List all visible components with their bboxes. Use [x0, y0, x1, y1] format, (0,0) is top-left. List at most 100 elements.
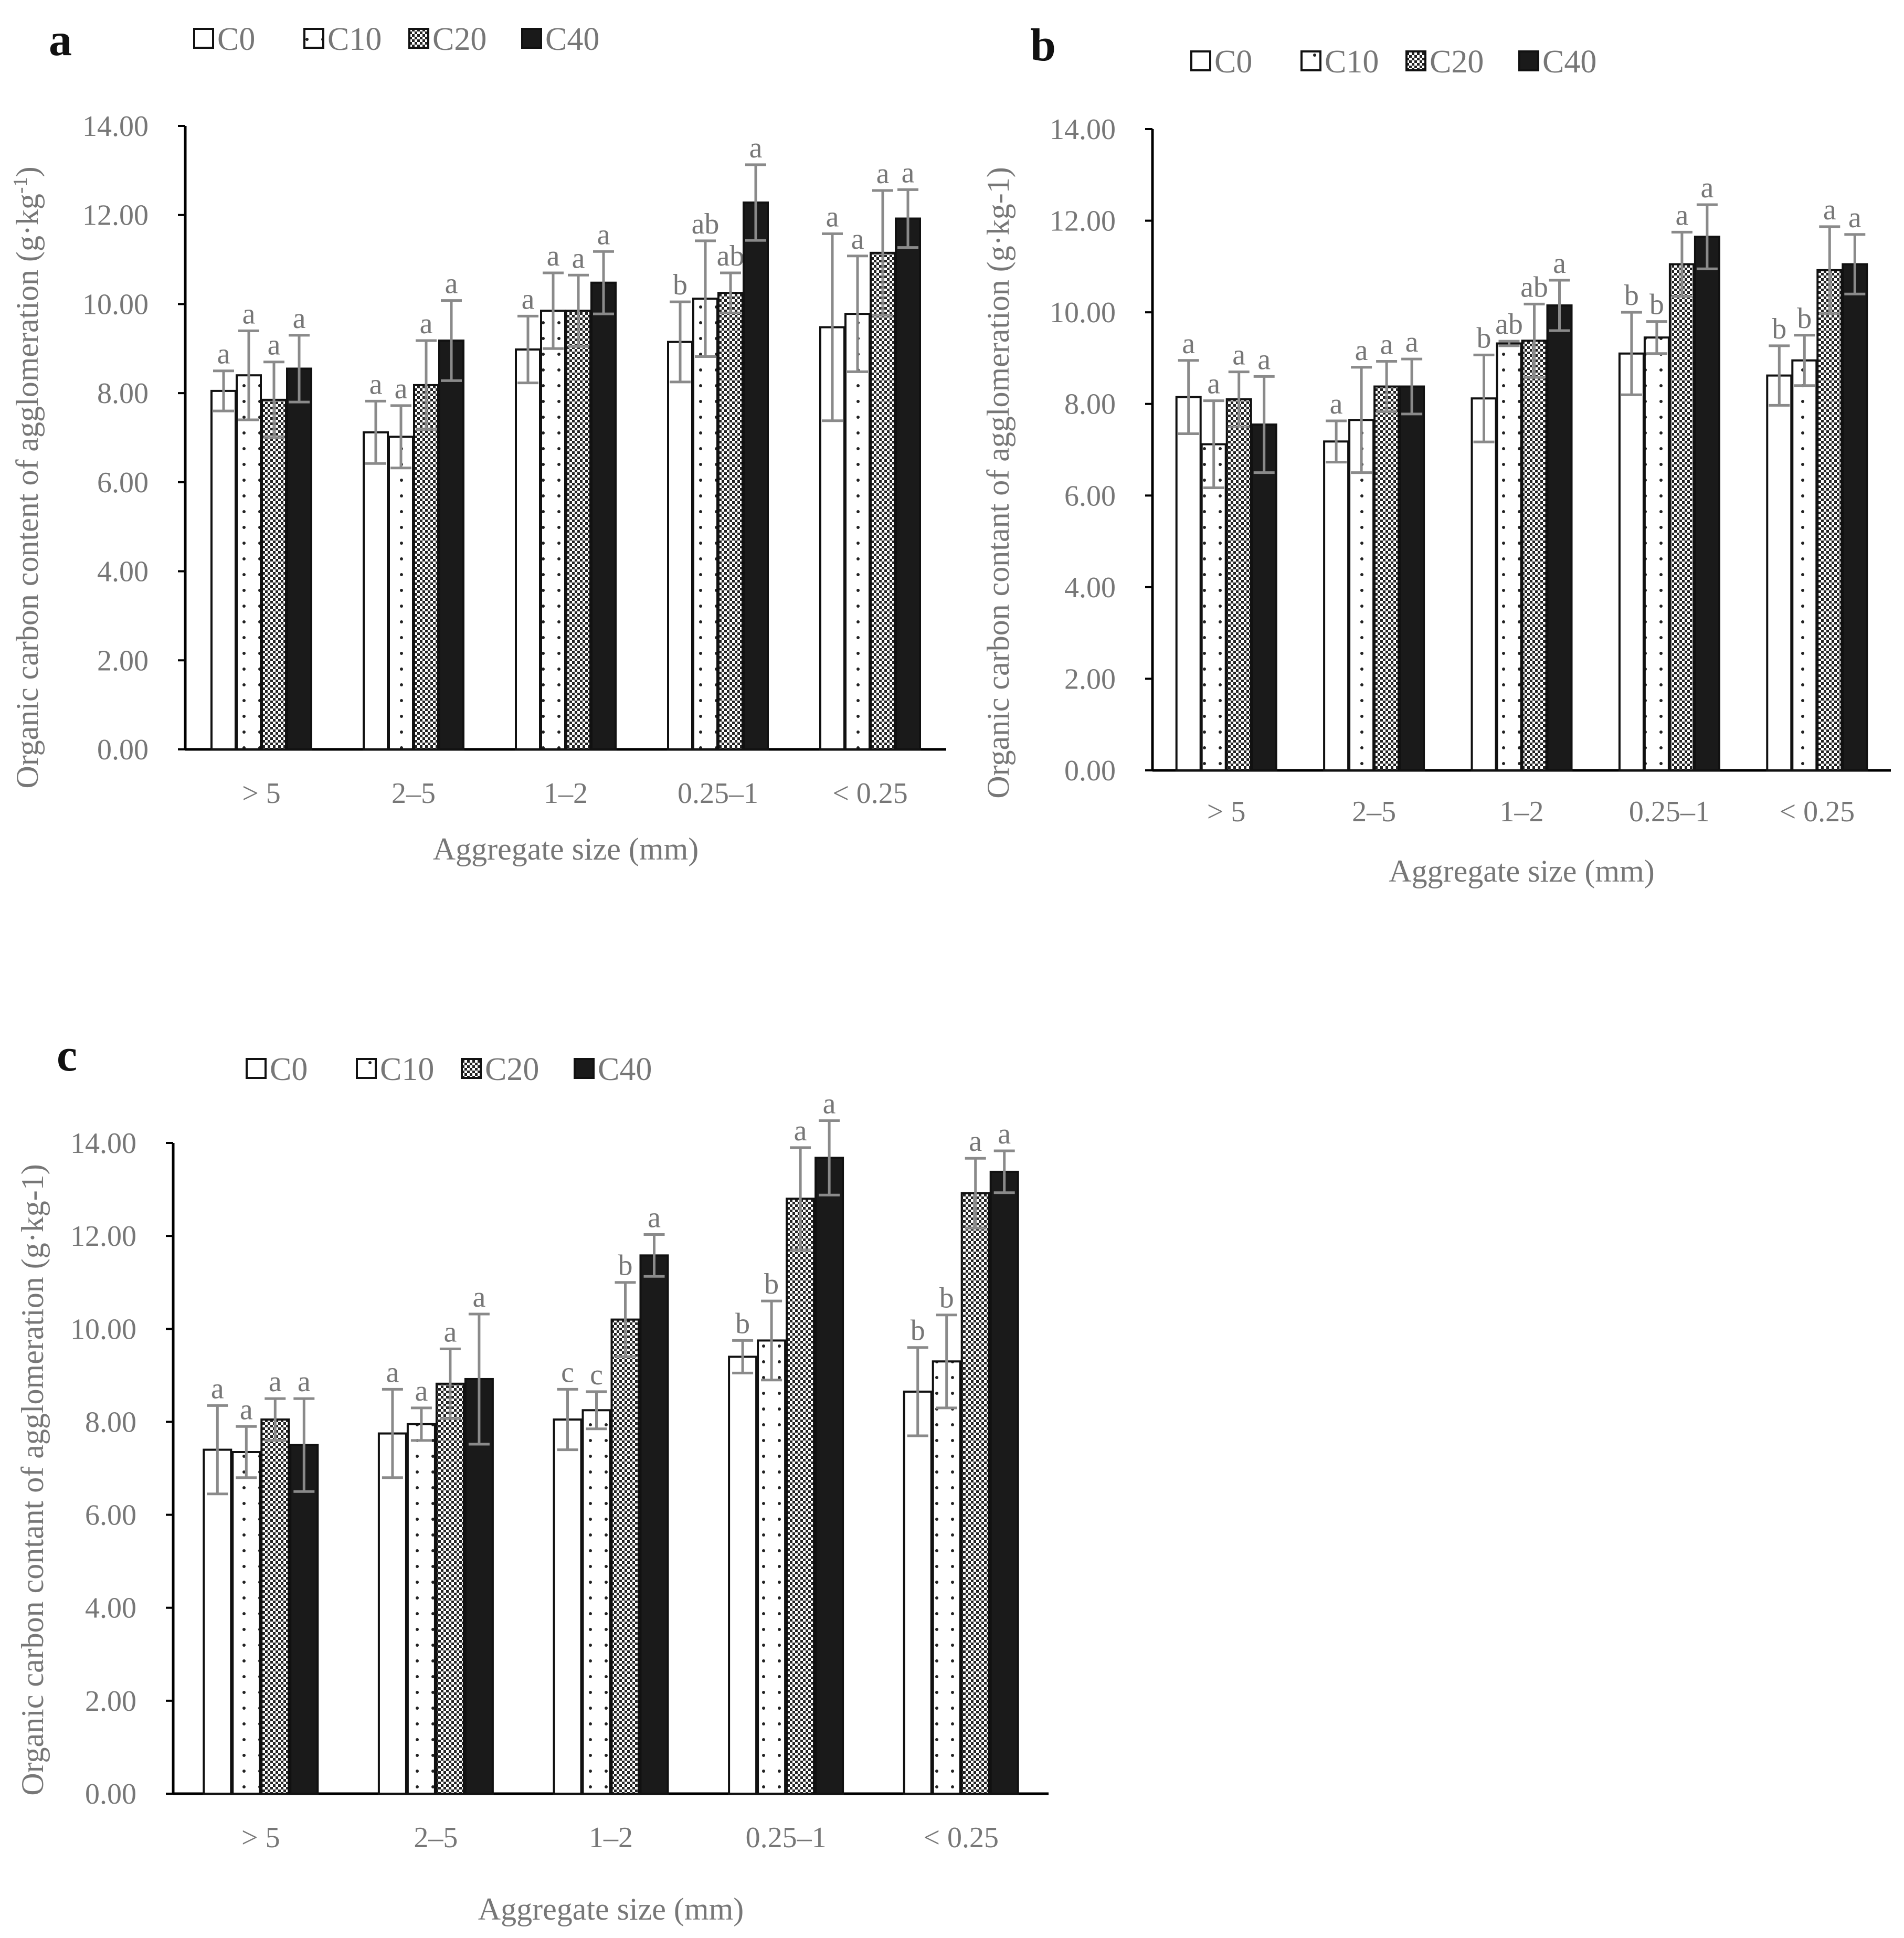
bar-c0 — [1471, 397, 1497, 771]
significance-letter: a — [293, 302, 306, 335]
significance-letter: a — [1207, 368, 1220, 400]
bar-c0 — [667, 341, 693, 750]
significance-letter: b — [1797, 302, 1812, 335]
significance-letter: b — [735, 1307, 750, 1340]
chart-panel-b: 0.00 2.00 4.00 6.00 8.00 10.00 12.00 14.00 > 5 2–… — [981, 44, 1891, 888]
bar-c20 — [1668, 263, 1695, 771]
significance-letter: a — [826, 200, 839, 233]
significance-letter: a — [240, 1393, 253, 1426]
significance-letter: b — [911, 1315, 925, 1347]
significance-letter: b — [1477, 322, 1492, 354]
y-tick-label: 14.00 — [70, 1127, 136, 1160]
y-tick-label: 6.00 — [1064, 480, 1116, 512]
bar-c0 — [1323, 440, 1350, 771]
y-tick-label: 6.00 — [85, 1499, 136, 1532]
y-tick-label: 10.00 — [1050, 296, 1116, 329]
legend-label-c10: C10 — [327, 22, 382, 57]
y-axis-title: Organic carbon contant of agglomeration … — [15, 1164, 50, 1795]
significance-letter: a — [369, 368, 383, 400]
significance-letter: a — [1355, 334, 1368, 367]
significance-letter: a — [395, 373, 408, 405]
bar-c10 — [236, 374, 262, 750]
bar-c10 — [388, 436, 414, 750]
bar-c40 — [590, 281, 617, 750]
bar-c20 — [960, 1192, 990, 1795]
bar-c20 — [565, 310, 591, 750]
y-tick-label: 10.00 — [70, 1313, 136, 1346]
bar-c20 — [870, 251, 896, 751]
x-tick-label: > 5 — [241, 1821, 280, 1854]
significance-letter: a — [547, 240, 560, 272]
significance-letter: a — [1330, 388, 1343, 420]
x-tick-label: 0.25–1 — [1629, 796, 1710, 828]
y-tick-label: 0.00 — [1064, 755, 1116, 787]
legend-label-c40: C40 — [1542, 44, 1596, 80]
bar-c20 — [786, 1198, 816, 1795]
legend-swatch-c0 — [246, 1058, 267, 1079]
bar-c40 — [1842, 263, 1868, 771]
legend-swatch-c0 — [193, 28, 214, 49]
significance-letter: a — [823, 1087, 836, 1120]
significance-letter: b — [618, 1249, 633, 1282]
bar-c20 — [717, 292, 744, 750]
significance-letter: c — [561, 1356, 574, 1389]
y-tick-label: 14.00 — [82, 110, 149, 143]
bar-c10 — [844, 313, 871, 750]
bar-c40 — [464, 1378, 494, 1795]
significance-letter: a — [597, 218, 610, 251]
significance-letter: a — [269, 1365, 282, 1398]
y-axis-title: Organic carbon contant of agglomeration … — [981, 167, 1016, 798]
bar-c20 — [260, 1418, 290, 1795]
bar-c10 — [692, 298, 718, 750]
significance-letter: a — [522, 283, 535, 315]
legend-label-c40: C40 — [598, 1052, 652, 1087]
significance-letter: a — [1380, 329, 1393, 361]
bar-c10 — [540, 310, 566, 750]
y-axis-title: Organic carbon content of agglomeration … — [9, 166, 45, 788]
bar-c0 — [515, 348, 541, 750]
significance-letter: a — [969, 1125, 982, 1158]
bar-c40 — [1399, 385, 1425, 771]
bar-c40 — [989, 1170, 1019, 1795]
bar-c0 — [903, 1390, 933, 1795]
x-tick-label: 2–5 — [1352, 796, 1396, 828]
bar-c40 — [1694, 236, 1720, 772]
significance-letter: a — [386, 1356, 399, 1389]
significance-letter: a — [217, 338, 230, 370]
bar-c40 — [815, 1157, 844, 1795]
panel-letter-a: a — [49, 15, 72, 66]
significance-letter: b — [1649, 289, 1664, 321]
bar-c40 — [289, 1444, 319, 1795]
y-tick-label: 6.00 — [97, 467, 149, 499]
legend-label-c20: C20 — [485, 1052, 539, 1087]
significance-letter: ab — [717, 240, 745, 272]
significance-letter: a — [1675, 199, 1688, 231]
y-tick-label: 2.00 — [97, 644, 149, 677]
significance-letter: a — [443, 1316, 457, 1348]
bar-c0 — [1766, 374, 1793, 771]
bar-c20 — [1225, 398, 1252, 771]
bar-c0 — [728, 1355, 758, 1795]
legend-label-c10: C10 — [380, 1052, 434, 1087]
significance-letter: a — [1823, 194, 1836, 226]
bar-c40 — [1546, 304, 1573, 771]
significance-letter: c — [590, 1359, 603, 1391]
x-tick-label: < 0.25 — [832, 777, 908, 810]
x-tick-label: 1–2 — [1500, 796, 1544, 828]
bar-c10 — [757, 1339, 787, 1795]
significance-letter: a — [851, 223, 864, 256]
x-axis-title: Aggregate size (mm) — [478, 1892, 744, 1926]
y-tick-label: 0.00 — [85, 1778, 136, 1810]
bar-c20 — [1521, 340, 1548, 771]
significance-letter: a — [749, 132, 763, 164]
significance-letter: a — [415, 1375, 428, 1407]
bar-c10 — [231, 1451, 261, 1795]
bar-c40 — [438, 340, 464, 750]
chart-panel-c: 0.00 2.00 4.00 6.00 8.00 10.00 12.00 14.00 > 5 2–… — [15, 1052, 1049, 1926]
legend-swatch-c20 — [1405, 50, 1426, 71]
bar-c10 — [1496, 342, 1522, 771]
bar-c10 — [581, 1409, 611, 1795]
significance-letter: a — [1182, 327, 1195, 360]
legend-swatch-c10 — [303, 28, 324, 49]
